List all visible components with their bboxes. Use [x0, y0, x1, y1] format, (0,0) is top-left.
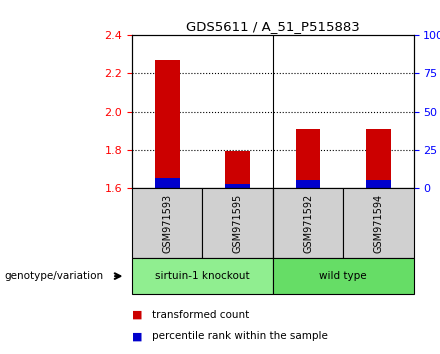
Bar: [296, 180, 320, 188]
Bar: [132, 258, 273, 294]
Text: GSM971595: GSM971595: [233, 193, 242, 253]
Bar: [343, 188, 414, 258]
Text: GSM971593: GSM971593: [162, 193, 172, 253]
Title: GDS5611 / A_51_P515883: GDS5611 / A_51_P515883: [186, 20, 359, 33]
Bar: [273, 258, 414, 294]
Text: ■: ■: [132, 310, 143, 320]
Text: GSM971594: GSM971594: [374, 193, 383, 253]
Bar: [366, 129, 391, 188]
Text: GSM971592: GSM971592: [303, 193, 313, 253]
Text: genotype/variation: genotype/variation: [4, 271, 103, 281]
Bar: [273, 188, 343, 258]
Text: percentile rank within the sample: percentile rank within the sample: [152, 331, 328, 341]
Bar: [132, 188, 202, 258]
Bar: [225, 152, 250, 188]
Bar: [155, 60, 180, 188]
Bar: [155, 178, 180, 188]
Text: ■: ■: [132, 331, 143, 341]
Bar: [225, 184, 250, 188]
Text: sirtuin-1 knockout: sirtuin-1 knockout: [155, 271, 250, 281]
Bar: [366, 180, 391, 188]
Bar: [296, 129, 320, 188]
Text: transformed count: transformed count: [152, 310, 249, 320]
Bar: [202, 188, 273, 258]
Text: wild type: wild type: [319, 271, 367, 281]
